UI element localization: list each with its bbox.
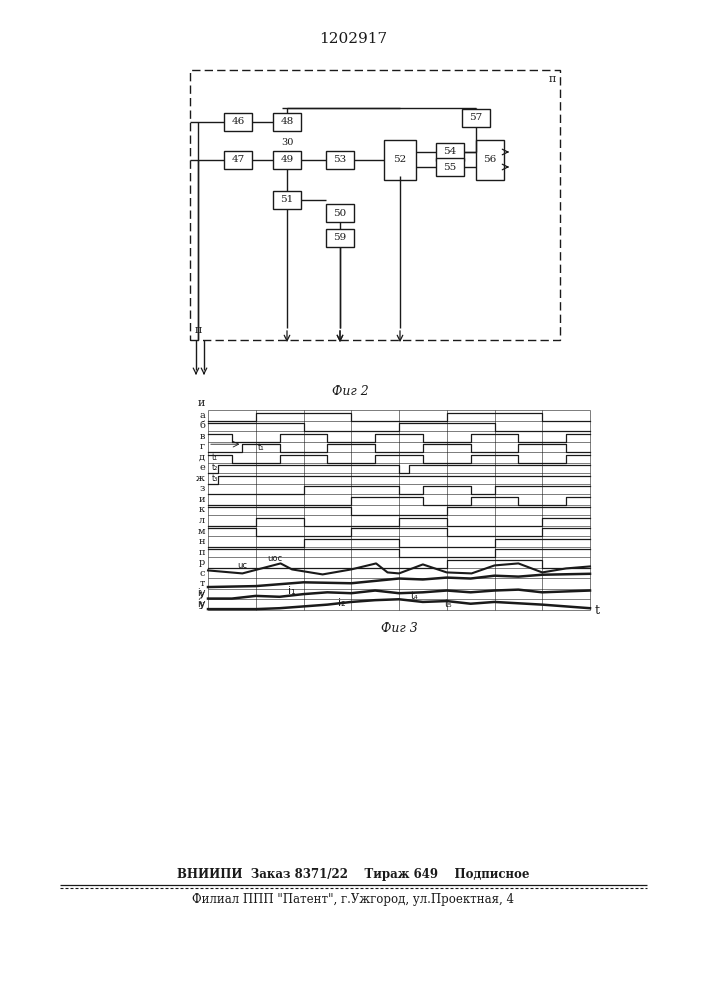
Text: iy: iy — [197, 599, 206, 609]
Text: 52: 52 — [393, 155, 407, 164]
Text: к: к — [199, 506, 205, 515]
Text: д: д — [199, 453, 205, 462]
Text: t: t — [595, 603, 600, 616]
Text: 48: 48 — [281, 117, 293, 126]
Text: i₁: i₁ — [288, 586, 296, 596]
Text: и: и — [198, 398, 205, 408]
Text: т: т — [199, 579, 205, 588]
Text: р: р — [199, 558, 205, 567]
Bar — [273, 151, 301, 169]
Text: uс: uс — [238, 561, 247, 570]
Text: 49: 49 — [281, 155, 293, 164]
Bar — [326, 204, 354, 222]
Text: i₂: i₂ — [338, 598, 346, 608]
Text: t₄: t₄ — [410, 591, 418, 601]
Text: у: у — [199, 600, 205, 609]
Text: л: л — [199, 516, 205, 525]
Text: Филиал ППП "Патент", г.Ужгород, ул.Проектная, 4: Филиал ППП "Патент", г.Ужгород, ул.Проек… — [192, 893, 514, 906]
Text: 1202917: 1202917 — [319, 32, 387, 46]
Text: ВНИИПИ  Заказ 8371/22    Тираж 649    Подписное: ВНИИПИ Заказ 8371/22 Тираж 649 Подписное — [177, 868, 530, 881]
Text: t₁: t₁ — [257, 443, 264, 452]
Text: 30: 30 — [281, 138, 293, 147]
Text: t₅: t₅ — [445, 599, 452, 609]
Bar — [224, 113, 252, 131]
Text: uос: uос — [267, 554, 282, 563]
Text: Фиг 3: Фиг 3 — [380, 622, 417, 635]
Text: м: м — [197, 527, 205, 536]
Text: с: с — [199, 569, 205, 578]
Bar — [224, 151, 252, 169]
Text: н: н — [199, 537, 205, 546]
Text: б: б — [199, 421, 205, 430]
Text: ж: ж — [196, 474, 205, 483]
Text: и: и — [199, 495, 205, 504]
Text: п: п — [549, 74, 556, 84]
Text: 56: 56 — [484, 155, 496, 164]
Text: у: у — [199, 590, 205, 599]
Text: t₃: t₃ — [212, 474, 218, 483]
Text: t₂: t₂ — [212, 463, 218, 472]
Bar — [384, 140, 416, 180]
Text: з: з — [199, 484, 205, 493]
Text: 50: 50 — [334, 209, 346, 218]
Bar — [273, 191, 301, 209]
Text: 57: 57 — [469, 113, 483, 122]
Text: п: п — [195, 325, 202, 335]
Text: iy: iy — [197, 588, 206, 598]
Text: t₁: t₁ — [212, 453, 218, 462]
Text: в: в — [199, 432, 205, 441]
Bar — [436, 143, 464, 161]
Bar — [476, 140, 504, 180]
Text: 53: 53 — [334, 155, 346, 164]
Text: 59: 59 — [334, 233, 346, 242]
Text: Фиг 2: Фиг 2 — [332, 385, 368, 398]
Text: е: е — [199, 463, 205, 472]
Bar — [436, 158, 464, 176]
Text: 54: 54 — [443, 147, 457, 156]
Text: 51: 51 — [281, 196, 293, 205]
Text: п: п — [199, 548, 205, 557]
Text: 46: 46 — [231, 117, 245, 126]
Bar — [326, 151, 354, 169]
Bar — [326, 229, 354, 247]
Text: 55: 55 — [443, 162, 457, 172]
Bar — [462, 109, 490, 127]
Text: 47: 47 — [231, 155, 245, 164]
Bar — [190, 70, 560, 340]
Bar — [273, 113, 301, 131]
Text: а: а — [199, 411, 205, 420]
Text: г: г — [200, 442, 205, 451]
